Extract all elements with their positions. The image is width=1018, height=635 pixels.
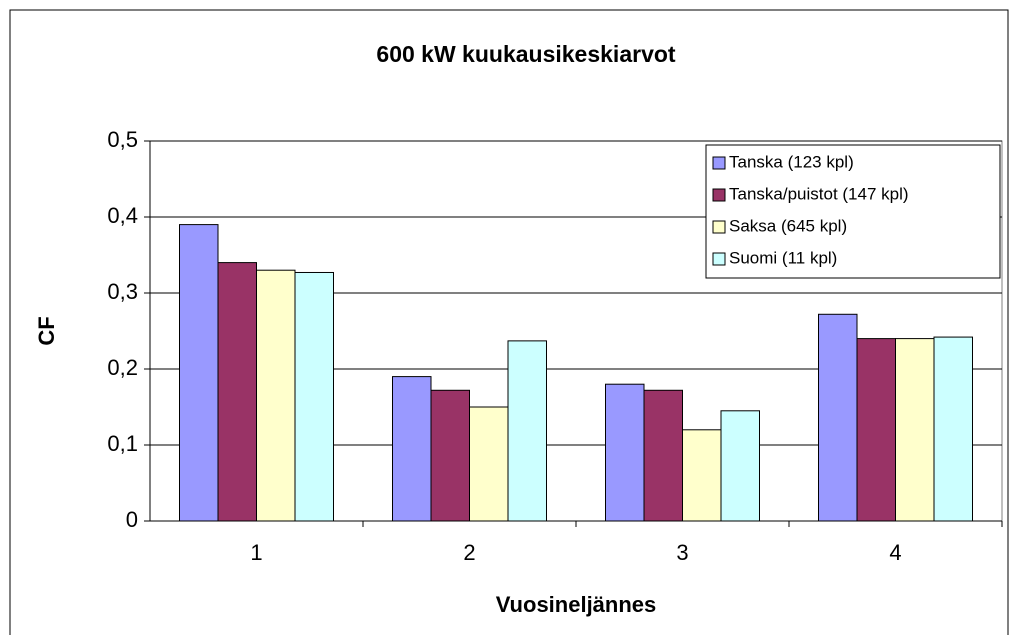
bar [469,406,509,522]
x-axis-label: Vuosineljännes [496,592,657,617]
bar [605,383,645,522]
legend-label: Saksa (645 kpl) [729,216,847,235]
legend-box [705,144,1001,279]
bar [392,376,432,522]
legend-swatch [712,188,726,202]
legend-label: Tanska/puistot (147 kpl) [729,184,909,203]
bar [682,429,722,522]
legend-swatch [712,220,726,234]
bar [430,389,470,522]
legend-swatch [712,156,726,170]
bar [256,269,296,522]
y-axis-label: CF [34,316,59,345]
y-tick-label: 0,4 [107,203,138,228]
x-tick-label: 2 [463,540,475,565]
legend-label: Tanska (123 kpl) [729,152,854,171]
bar [294,271,334,522]
y-tick-label: 0,2 [107,355,138,380]
bar [933,336,973,522]
bar [818,313,858,522]
x-tick-label: 3 [676,540,688,565]
bar [643,389,683,522]
y-tick-label: 0,3 [107,279,138,304]
y-tick-label: 0 [126,507,138,532]
y-tick-label: 0,5 [107,127,138,152]
x-tick-label: 1 [250,540,262,565]
bar [895,338,935,522]
legend-swatch [712,252,726,266]
bar [217,262,257,522]
bar [179,224,219,522]
chart-title: 600 kW kuukausikeskiarvot [376,41,675,67]
bar [856,338,896,522]
legend-label: Suomi (11 kpl) [729,248,837,267]
x-tick-label: 4 [889,540,901,565]
bar [507,340,547,522]
bar [720,410,760,522]
y-tick-label: 0,1 [107,431,138,456]
